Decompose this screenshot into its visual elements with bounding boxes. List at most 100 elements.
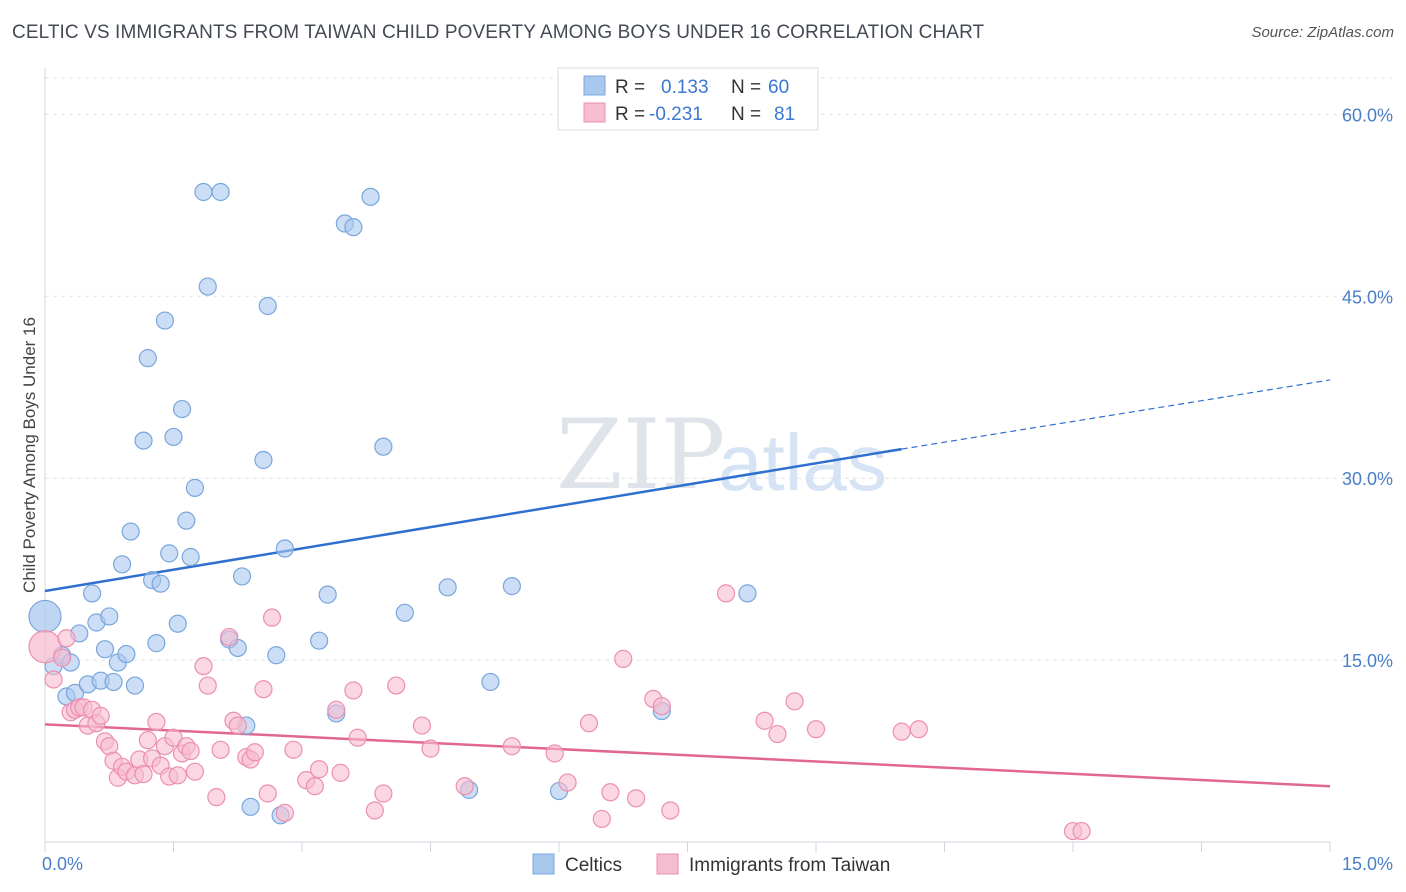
point-taiwan-74: [768, 724, 787, 744]
legend-label-taiwan: Immigrants from Taiwan: [689, 855, 890, 876]
point-taiwan-3: [57, 629, 76, 648]
point-taiwan-1: [44, 670, 63, 689]
legend-swatch-taiwan-bottom: [656, 853, 679, 875]
point-taiwan-49: [305, 777, 324, 796]
point-taiwan-65: [592, 809, 611, 829]
point-taiwan-67: [614, 649, 633, 668]
point-taiwan-59: [421, 739, 440, 758]
y-tick-label-0: 15.0%: [1342, 651, 1393, 671]
correlation-legend: R = 0.133 N = 60 R = -0.231 N = 81: [557, 67, 819, 131]
point-taiwan-64: [579, 714, 599, 733]
point-taiwan-46: [275, 803, 294, 822]
point-taiwan-56: [374, 784, 393, 803]
point-taiwan-78: [909, 720, 928, 739]
point-taiwan-72: [716, 584, 736, 603]
point-taiwan-11: [91, 706, 110, 725]
point-taiwan-0: [28, 630, 62, 664]
point-celtics-37: [232, 567, 252, 586]
point-taiwan-39: [228, 716, 247, 735]
point-celtics-12: [100, 607, 119, 626]
point-celtics-22: [147, 634, 166, 653]
point-taiwan-80: [1072, 821, 1091, 841]
x-tick-label-0: 0.0%: [42, 854, 83, 874]
watermark: ZIP atlas: [556, 399, 887, 511]
point-celtics-51: [374, 437, 393, 456]
point-taiwan-53: [344, 681, 363, 700]
point-celtics-39: [241, 797, 260, 816]
legend-n-label-taiwan: N =: [731, 104, 761, 125]
point-celtics-0: [28, 599, 62, 634]
point-taiwan-32: [185, 762, 205, 781]
point-taiwan-20: [134, 764, 153, 784]
point-taiwan-61: [502, 737, 521, 756]
point-taiwan-70: [652, 697, 671, 716]
point-celtics-56: [502, 577, 521, 596]
point-taiwan-77: [892, 722, 911, 741]
point-celtics-41: [258, 296, 277, 316]
y-tick-label-2: 45.0%: [1342, 287, 1393, 307]
point-celtics-30: [181, 547, 200, 567]
watermark-atlas: atlas: [718, 418, 887, 507]
point-celtics-49: [344, 218, 363, 237]
tick-labels: 15.0% 30.0% 45.0% 60.0% 0.0% 15.0%: [42, 105, 1393, 874]
point-taiwan-43: [254, 680, 273, 699]
y-tick-label-1: 30.0%: [1342, 469, 1393, 489]
point-celtics-18: [125, 676, 145, 695]
point-celtics-40: [254, 450, 273, 470]
point-celtics-32: [194, 182, 213, 202]
point-taiwan-55: [365, 801, 384, 820]
point-celtics-29: [177, 511, 196, 530]
point-celtics-55: [481, 672, 500, 692]
point-taiwan-44: [258, 784, 277, 803]
point-taiwan-73: [755, 711, 774, 730]
point-taiwan-37: [220, 627, 239, 647]
point-celtics-23: [151, 574, 170, 593]
point-taiwan-68: [626, 789, 646, 808]
point-taiwan-58: [412, 716, 432, 735]
point-celtics-28: [172, 399, 192, 419]
point-celtics-19: [134, 431, 153, 450]
legend-label-celtics: Celtics: [565, 855, 622, 876]
watermark-zip: ZIP: [556, 399, 725, 511]
point-celtics-59: [738, 584, 757, 603]
point-taiwan-66: [601, 783, 620, 802]
point-celtics-45: [310, 631, 329, 650]
point-celtics-13: [104, 672, 123, 692]
series-legend: Celtics Immigrants from Taiwan: [532, 853, 890, 876]
trend-line-celtics: [44, 447, 902, 593]
y-tick-label-3: 60.0%: [1342, 105, 1393, 125]
point-taiwan-75: [785, 692, 804, 711]
legend-n-value-celtics: 60: [768, 77, 789, 98]
trend-line-taiwan: [44, 723, 1331, 788]
point-celtics-16: [117, 644, 136, 664]
chart-title: CELTIC VS IMMIGRANTS FROM TAIWAN CHILD P…: [12, 22, 985, 43]
point-taiwan-23: [147, 712, 166, 732]
point-taiwan-57: [387, 676, 406, 695]
y-axis-label: Child Poverty Among Boys Under 16: [20, 317, 39, 593]
point-taiwan-51: [327, 700, 346, 719]
point-taiwan-62: [545, 744, 564, 763]
axes: [44, 68, 1331, 852]
point-taiwan-54: [348, 728, 367, 747]
legend-n-label-celtics: N =: [731, 77, 761, 98]
point-celtics-20: [138, 349, 157, 368]
point-taiwan-52: [331, 763, 350, 782]
point-taiwan-76: [806, 720, 826, 739]
source-label: Source: ZipAtlas.com: [1251, 24, 1394, 41]
point-taiwan-35: [207, 788, 226, 807]
point-taiwan-34: [198, 676, 217, 695]
point-celtics-42: [267, 646, 286, 665]
point-taiwan-27: [164, 728, 183, 747]
point-celtics-17: [121, 522, 140, 541]
point-celtics-33: [198, 277, 217, 296]
point-taiwan-47: [284, 740, 303, 759]
point-celtics-27: [168, 614, 187, 633]
legend-r-label-taiwan: R =: [615, 104, 645, 125]
point-celtics-8: [83, 584, 102, 603]
point-taiwan-71: [661, 801, 680, 820]
point-celtics-25: [160, 544, 179, 563]
point-celtics-53: [438, 578, 457, 597]
point-taiwan-42: [245, 743, 264, 762]
point-celtics-11: [95, 640, 115, 659]
